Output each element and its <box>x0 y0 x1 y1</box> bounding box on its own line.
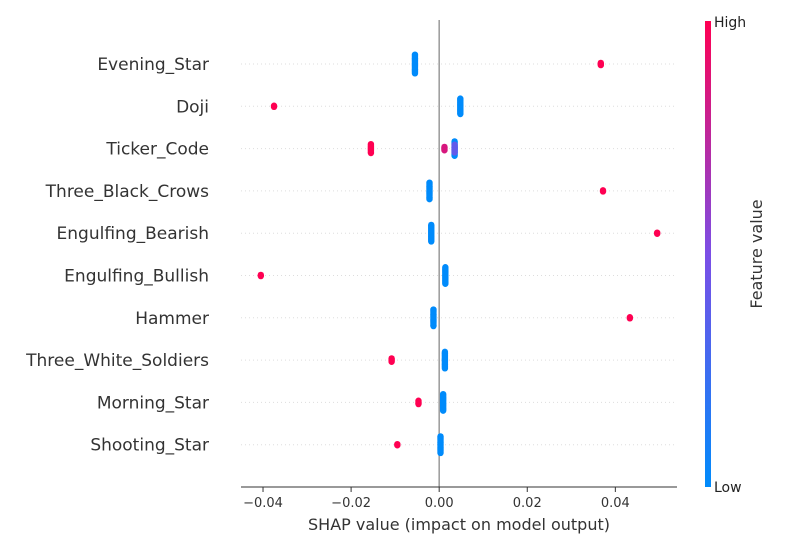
x-tick-label: 0.00 <box>425 496 454 511</box>
feature-label: Three_White_Soldiers <box>25 351 209 371</box>
shap-point <box>599 188 607 195</box>
shap-point <box>257 272 265 280</box>
colorbar-high-label: High <box>714 15 746 31</box>
shap-point <box>597 61 605 69</box>
feature-label: Ticker_Code <box>105 140 209 160</box>
colorbar <box>705 21 711 487</box>
x-tick-label: −0.04 <box>243 496 283 511</box>
shap-point <box>451 149 458 156</box>
shap-point <box>441 147 448 154</box>
feature-label: Engulfing_Bullish <box>64 267 209 287</box>
x-tick-label: 0.02 <box>513 496 542 511</box>
colorbar-title: Feature value <box>747 199 766 308</box>
colorbar-low-label: Low <box>714 480 742 496</box>
feature-label: Evening_Star <box>97 55 209 75</box>
shap-point <box>430 322 437 330</box>
shap-point <box>426 195 433 203</box>
shap-point <box>442 280 449 287</box>
x-tick-label: 0.04 <box>601 496 630 511</box>
shap-point <box>653 230 661 237</box>
shap-point <box>439 407 447 414</box>
feature-label: Three_Black_Crows <box>45 182 209 202</box>
feature-label: Doji <box>176 97 209 117</box>
shap-point <box>411 70 419 77</box>
shap-point <box>457 110 464 118</box>
x-tick-label: −0.02 <box>331 496 371 511</box>
shap-point <box>388 358 395 365</box>
shap-point <box>626 315 634 322</box>
shap-point <box>441 365 449 372</box>
shap-point <box>270 103 278 111</box>
shap-point <box>428 238 435 245</box>
feature-label: Shooting_Star <box>90 436 209 456</box>
shap-point <box>394 442 401 449</box>
x-axis-title: SHAP value (impact on model output) <box>308 515 610 534</box>
shap-point <box>415 400 422 408</box>
feature-label: Morning_Star <box>97 393 209 413</box>
shap-point <box>437 449 444 457</box>
feature-label: Engulfing_Bearish <box>57 224 209 244</box>
shap-point <box>367 149 375 157</box>
feature-label: Hammer <box>135 309 209 329</box>
